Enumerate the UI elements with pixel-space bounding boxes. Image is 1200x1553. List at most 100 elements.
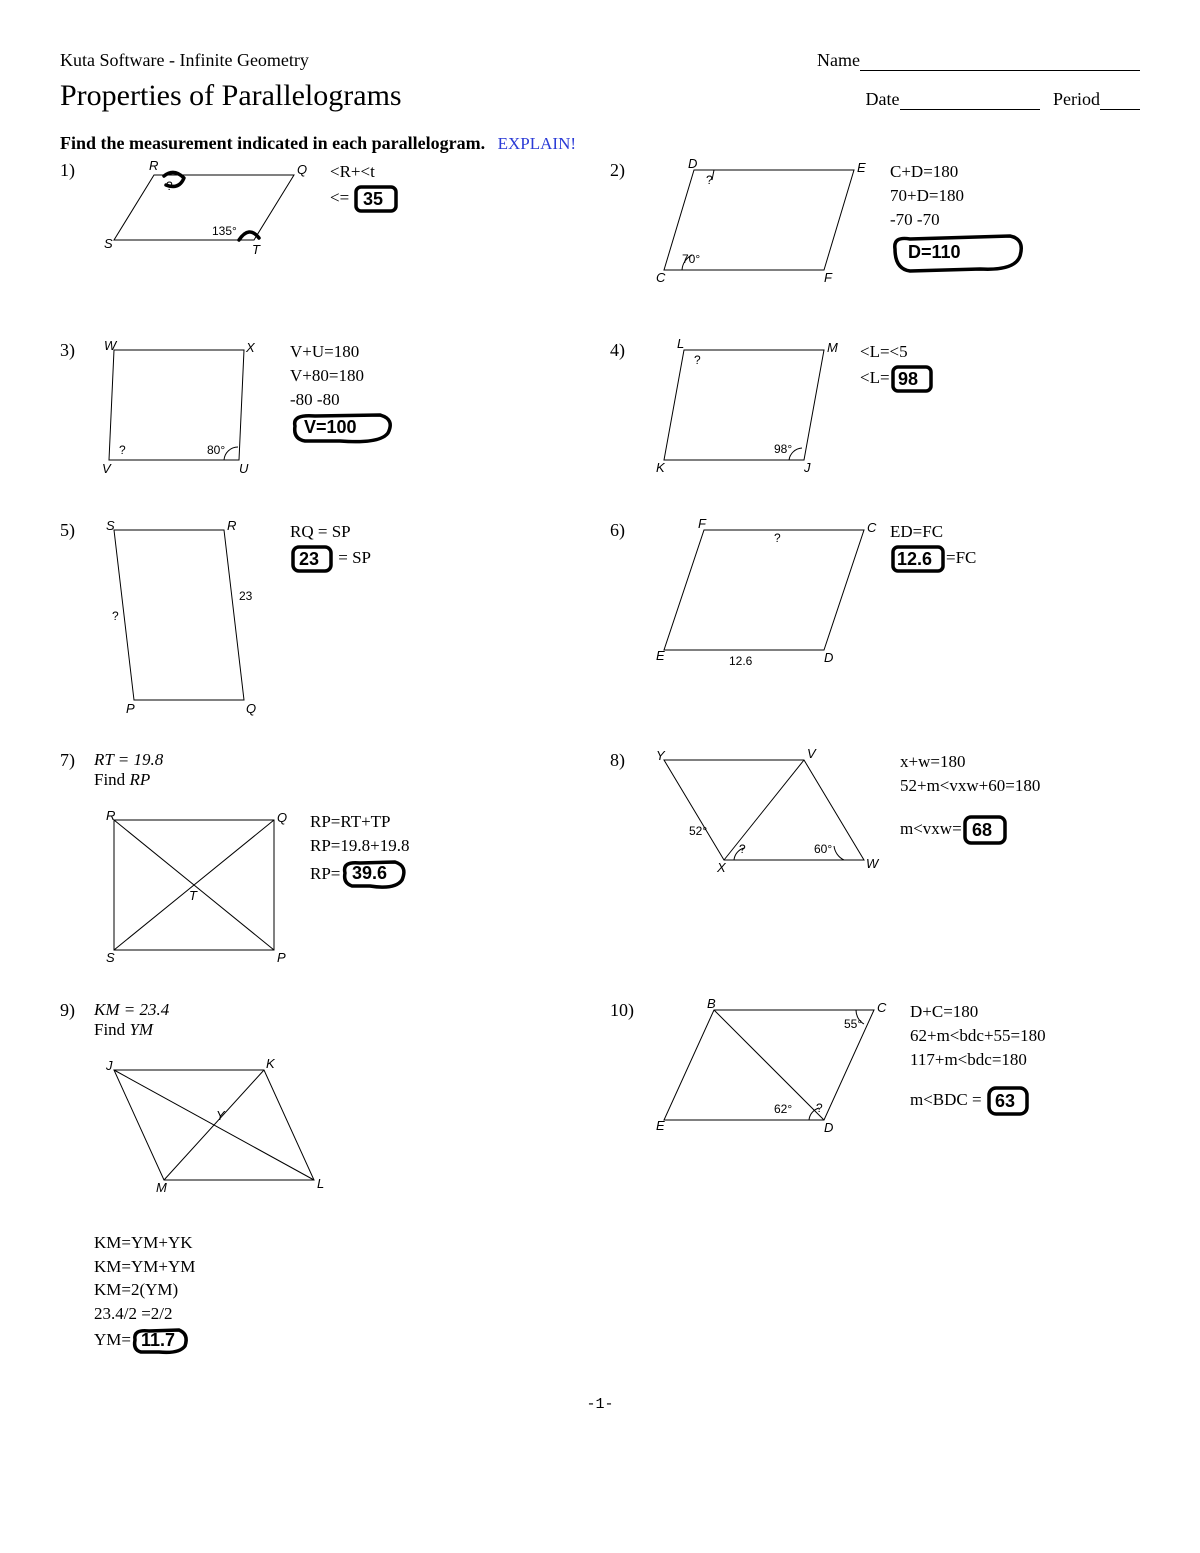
pnum: 3)	[60, 340, 84, 480]
problem-2: 2) D E C F 70° ? C+D=180 70+D=180 -70 -7…	[610, 160, 1140, 300]
svg-text:S: S	[104, 236, 113, 251]
svg-text:D: D	[824, 1120, 833, 1135]
problem-10: 10) B C E D 62° 55° ? D+C=180 62+m<bdc+5…	[610, 1000, 1140, 1356]
date-period: Date Period	[866, 89, 1140, 110]
page-number: -1-	[60, 1396, 1140, 1413]
svg-text:B: B	[707, 996, 716, 1011]
diagram-6: F C E D 12.6 ?	[644, 520, 874, 670]
svg-text:?: ?	[774, 531, 781, 545]
svg-text:U: U	[239, 461, 249, 476]
svg-text:?: ?	[119, 443, 126, 457]
svg-text:R: R	[149, 158, 158, 173]
svg-text:C: C	[877, 1000, 887, 1015]
problem-6: 6) F C E D 12.6 ? ED=FC 12.6 =FC	[610, 520, 1140, 710]
pnum: 2)	[610, 160, 634, 300]
header-row: Kuta Software - Infinite Geometry Name	[60, 50, 1140, 71]
work-8: x+w=180 52+m<vxw+60=180 m<vxw= 68	[900, 750, 1040, 846]
svg-text:C: C	[656, 270, 666, 285]
svg-text:E: E	[857, 160, 866, 175]
name-label: Name	[817, 50, 860, 70]
svg-text:R: R	[106, 808, 115, 823]
given-7: RT = 19.8 Find RP	[94, 750, 590, 790]
svg-text:C: C	[867, 520, 877, 535]
svg-text:W: W	[866, 856, 880, 871]
svg-text:68: 68	[972, 820, 992, 840]
work-9: KM=YM+YK KM=YM+YM KM=2(YM) 23.4/2 =2/2 Y…	[94, 1231, 590, 1356]
problem-grid: 1) R Q S T 135° ? <R+<t <= 35	[60, 160, 1140, 1356]
svg-text:Q: Q	[277, 810, 287, 825]
pnum: 9)	[60, 1000, 84, 1356]
svg-text:R: R	[227, 518, 236, 533]
diagram-4: L M K J 98° ?	[644, 340, 844, 480]
pnum: 6)	[610, 520, 634, 710]
work-3: V+U=180 V+80=180 -80 -80 V=100	[290, 340, 400, 454]
svg-text:M: M	[156, 1180, 167, 1195]
answer-box-icon: 23	[290, 544, 334, 574]
svg-text:V: V	[807, 746, 817, 761]
svg-text:35: 35	[363, 189, 383, 209]
svg-text:X: X	[245, 340, 256, 355]
diagram-10: B C E D 62° 55° ?	[644, 1000, 894, 1140]
name-blank[interactable]	[860, 70, 1140, 71]
svg-text:D: D	[824, 650, 833, 665]
problem-5: 5) S R P Q 23 ? RQ = SP 23 = SP	[60, 520, 590, 710]
subheader-row: Properties of Parallelograms Date Period	[60, 79, 1140, 113]
svg-text:M: M	[827, 340, 838, 355]
pnum: 7)	[60, 750, 84, 960]
scribble-icon	[239, 232, 259, 240]
svg-text:23: 23	[239, 589, 253, 603]
diagram-col: J K M L Y	[94, 1060, 324, 1207]
svg-text:98: 98	[898, 369, 918, 389]
answer-box-icon: 68	[962, 814, 1008, 846]
svg-text:K: K	[656, 460, 666, 475]
svg-text:E: E	[656, 648, 665, 663]
svg-text:W: W	[104, 338, 118, 353]
answer-box-icon: 63	[986, 1085, 1030, 1117]
work-10: D+C=180 62+m<bdc+55=180 117+m<bdc=180 m<…	[910, 1000, 1046, 1117]
diagram-1: R Q S T 135° ?	[94, 160, 314, 270]
svg-text:L: L	[317, 1176, 324, 1191]
svg-text:62°: 62°	[774, 1102, 792, 1116]
brand: Kuta Software - Infinite Geometry	[60, 50, 309, 71]
problem-4: 4) L M K J 98° ? <L=<5 <L= 98	[610, 340, 1140, 480]
svg-text:12.6: 12.6	[729, 654, 753, 668]
svg-text:P: P	[126, 701, 135, 716]
diagram-3: W X V U 80° ?	[94, 340, 274, 480]
svg-text:L: L	[677, 336, 684, 351]
date-blank[interactable]	[900, 109, 1040, 110]
diagram-9: J K M L Y	[94, 1060, 324, 1200]
svg-text:J: J	[105, 1058, 113, 1073]
answer-blob-icon: 39.6	[340, 858, 410, 892]
svg-text:60°: 60°	[814, 842, 832, 856]
work-4: <L=<5 <L= 98	[860, 340, 934, 394]
svg-text:D=110: D=110	[908, 242, 961, 262]
svg-text:Q: Q	[297, 162, 307, 177]
svg-text:?: ?	[706, 173, 713, 187]
svg-text:F: F	[824, 270, 833, 285]
problem-7: 7) RT = 19.8 Find RP R Q S P T RP=RT+TP …	[60, 750, 590, 960]
diagram-7: R Q S P T	[94, 810, 294, 960]
answer-blob-icon: D=110	[890, 231, 1030, 275]
name-field: Name	[817, 50, 1140, 71]
svg-text:23: 23	[299, 549, 319, 569]
svg-text:63: 63	[995, 1091, 1015, 1111]
period-blank[interactable]	[1100, 109, 1140, 110]
svg-text:D: D	[688, 156, 697, 171]
diagram-2: D E C F 70° ?	[644, 160, 874, 300]
svg-text:98°: 98°	[774, 442, 792, 456]
period-label: Period	[1053, 89, 1100, 109]
svg-text:S: S	[106, 518, 115, 533]
page-title: Properties of Parallelograms	[60, 79, 402, 113]
svg-text:Y: Y	[216, 1108, 226, 1123]
instruction-text: Find the measurement indicated in each p…	[60, 133, 485, 153]
answer-box-icon: 35	[353, 184, 399, 214]
answer-blob-icon: V=100	[290, 411, 400, 447]
diagram-8: Y V X W 52° 60° ?	[644, 750, 884, 880]
svg-text:F: F	[698, 516, 707, 531]
svg-text:?: ?	[112, 609, 119, 623]
svg-text:X: X	[716, 860, 727, 875]
svg-text:K: K	[266, 1056, 276, 1071]
svg-text:52°: 52°	[689, 824, 707, 838]
work-5: RQ = SP 23 = SP	[290, 520, 371, 574]
svg-text:135°: 135°	[212, 224, 237, 238]
